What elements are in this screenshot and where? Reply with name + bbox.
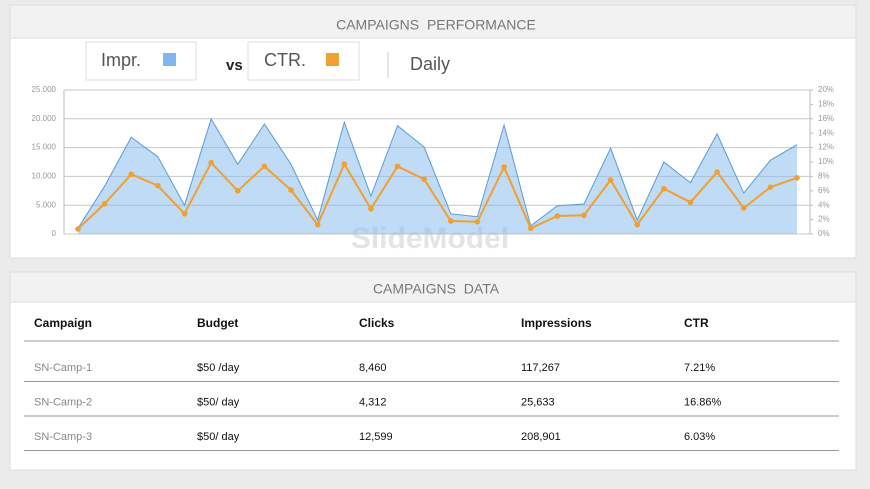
table-cell: SN-Camp-1	[34, 362, 92, 374]
table-cell: SN-Camp-3	[34, 431, 92, 443]
legend-swatch	[163, 53, 176, 66]
point	[474, 218, 481, 225]
data-panel	[9, 271, 857, 471]
point	[261, 163, 268, 170]
period-label: Daily	[410, 54, 450, 74]
table-cell: $50/ day	[197, 431, 240, 443]
point	[128, 171, 135, 178]
area-line	[77, 117, 798, 229]
point	[581, 212, 587, 219]
y2-tick-label: 8%	[818, 172, 830, 181]
column-header: Campaign	[34, 316, 92, 330]
y2-tick-label: 16%	[818, 114, 834, 123]
point	[181, 211, 188, 217]
point	[75, 226, 81, 232]
column-header: Impressions	[521, 316, 592, 330]
table-cell: 4,312	[359, 396, 387, 408]
legend-vs: vs	[226, 57, 243, 74]
table-cell: 7.21%	[684, 362, 715, 374]
y2-tick-label: 18%	[818, 100, 834, 109]
point	[661, 185, 667, 192]
point	[714, 169, 720, 175]
y-tick-label: 15.000	[32, 143, 57, 152]
y2-tick-label: 14%	[818, 128, 834, 137]
table-cell: SN-Camp-2	[34, 396, 92, 408]
point	[341, 161, 348, 167]
legend-swatch	[326, 53, 339, 66]
point	[394, 163, 401, 170]
point	[208, 159, 214, 166]
y2-tick-label: 6%	[818, 186, 830, 195]
point	[687, 199, 694, 206]
point	[527, 225, 534, 232]
y2-tick-label: 2%	[818, 215, 830, 224]
panel-title: CAMPAIGNS PERFORMANCE	[336, 17, 536, 33]
y2-tick-label: 4%	[818, 200, 830, 209]
legend-box	[247, 41, 360, 81]
panel-header	[9, 271, 857, 303]
point	[155, 182, 161, 189]
y2-tick-label: 12%	[818, 143, 834, 152]
y-tick-label: 10.000	[32, 172, 57, 181]
point	[368, 206, 374, 212]
point	[288, 187, 294, 193]
column-header: Clicks	[359, 316, 395, 330]
table-cell: 208,901	[521, 431, 561, 443]
point	[421, 176, 427, 183]
y2-tick-label: 20%	[818, 85, 834, 94]
table-cell: 8,460	[359, 362, 387, 374]
table-cell: 12,599	[359, 431, 393, 443]
table-cell: 25,633	[521, 396, 555, 408]
y2-tick-label: 10%	[818, 157, 834, 166]
y-tick-label: 25.000	[32, 85, 57, 94]
point	[607, 177, 614, 183]
table-title: CAMPAIGNS DATA	[373, 281, 500, 297]
point	[767, 184, 774, 190]
point	[101, 200, 108, 207]
point	[634, 221, 641, 228]
legend-label: CTR.	[264, 50, 306, 70]
legend-box	[85, 41, 197, 81]
table-cell: $50/ day	[197, 396, 240, 408]
point	[234, 188, 241, 194]
point	[448, 218, 454, 224]
point	[554, 213, 561, 219]
area-fill	[78, 118, 797, 234]
line	[77, 161, 798, 230]
legend-label: Impr.	[101, 50, 141, 70]
table-cell: $50 /day	[197, 362, 240, 374]
table-cell: 16.86%	[684, 396, 722, 408]
point	[314, 221, 321, 228]
y-tick-label: 0	[52, 229, 57, 238]
point	[794, 175, 800, 181]
column-header: CTR	[684, 316, 709, 330]
y-tick-label: 5.000	[36, 200, 57, 209]
y-tick-label: 20.000	[32, 114, 57, 123]
panel-header	[9, 4, 857, 39]
point	[501, 164, 507, 170]
y2-tick-label: 0%	[818, 229, 830, 238]
table-cell: 6.03%	[684, 431, 715, 443]
column-header: Budget	[197, 316, 238, 330]
table-cell: 117,267	[521, 362, 560, 374]
point	[740, 205, 747, 211]
